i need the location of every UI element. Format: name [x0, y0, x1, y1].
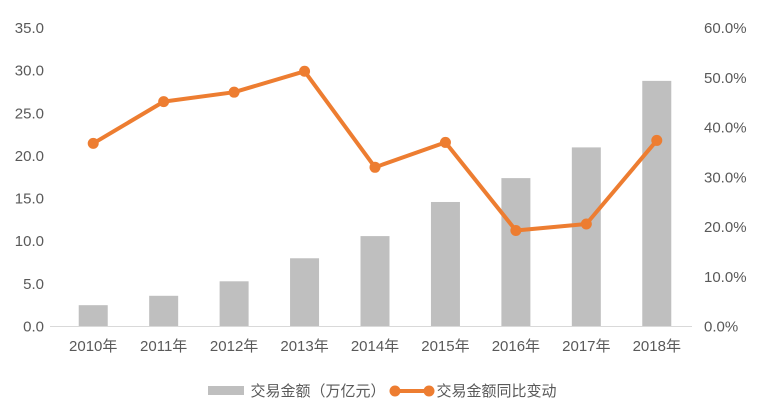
left-axis-tick-label: 15.0 — [15, 191, 44, 208]
bar-2010年 — [78, 305, 108, 327]
right-axis-tick-label: 10.0% — [704, 269, 747, 286]
left-axis-tick-label: 5.0 — [23, 276, 44, 293]
x-axis-label-2018年: 2018年 — [633, 338, 681, 355]
legend-label-line-series: 交易金额同比变动 — [436, 383, 557, 400]
line-point-2017年 — [580, 218, 592, 230]
bar-2017年 — [571, 147, 601, 327]
chart-legend: 交易金额（万亿元） 交易金额同比变动 — [0, 380, 765, 401]
line-series-swatch-icon — [389, 385, 434, 396]
legend-item-bar-series: 交易金额（万亿元） — [208, 380, 386, 401]
bar-2016年 — [501, 178, 531, 327]
left-axis-tick-label: 30.0 — [15, 63, 44, 80]
line-point-2012年 — [228, 86, 240, 98]
line-point-2014年 — [369, 161, 381, 173]
line-point-2015年 — [439, 136, 451, 148]
bar-series-swatch-icon — [208, 386, 245, 395]
bar-2012年 — [219, 281, 249, 327]
bar-2018年 — [642, 80, 672, 327]
bar-2013年 — [290, 258, 320, 327]
x-axis-label-2011年: 2011年 — [140, 338, 187, 355]
right-axis-tick-label: 40.0% — [704, 120, 747, 137]
x-axis-label-2014年: 2014年 — [351, 338, 399, 355]
x-axis-label-2016年: 2016年 — [492, 338, 540, 355]
line-point-2016年 — [510, 224, 522, 236]
bar-2015年 — [430, 201, 460, 327]
line-point-2010年 — [87, 137, 99, 149]
x-axis-label-2010年: 2010年 — [69, 338, 117, 355]
left-axis-tick-label: 25.0 — [15, 105, 44, 122]
x-axis-label-2017年: 2017年 — [562, 338, 610, 355]
left-axis-tick-label: 20.0 — [15, 148, 44, 165]
left-axis-tick-label: 0.0 — [23, 319, 44, 336]
x-axis-label-2015年: 2015年 — [421, 338, 469, 355]
left-axis-tick-label: 35.0 — [15, 20, 44, 37]
line-point-2013年 — [299, 65, 311, 77]
left-axis-tick-label: 10.0 — [15, 233, 44, 250]
plot-area: 0.0 5.0 10.0 15.0 20.0 25.0 30.0 35.0 0.0% 10.0% 2… — [15, 20, 747, 355]
right-axis-tick-label: 30.0% — [704, 169, 747, 186]
right-axis-tick-label: 60.0% — [704, 20, 747, 37]
legend-item-line-series: 交易金额同比变动 — [388, 380, 557, 401]
legend-label-bar-series: 交易金额（万亿元） — [250, 383, 386, 400]
right-axis-tick-label: 20.0% — [704, 219, 747, 236]
x-axis-label-2012年: 2012年 — [210, 338, 258, 355]
x-axis-label-2013年: 2013年 — [280, 338, 328, 355]
bar-2011年 — [149, 295, 179, 327]
line-point-2011年 — [158, 96, 170, 108]
line-point-2018年 — [651, 134, 663, 146]
bar-2014年 — [360, 236, 390, 327]
right-axis-tick-label: 50.0% — [704, 70, 747, 87]
right-axis-tick-label: 0.0% — [704, 319, 738, 336]
